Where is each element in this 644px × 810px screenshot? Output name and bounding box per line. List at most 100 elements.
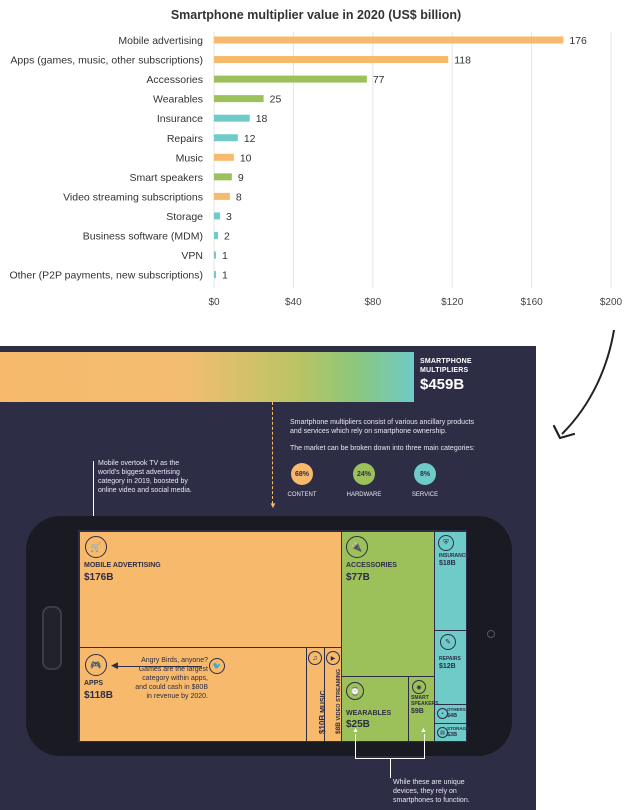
tile-repairs-label: REPAIRS — [439, 656, 461, 662]
storage-icon: ▤ — [437, 727, 448, 738]
note-games-arrow-head: ◀ — [111, 660, 118, 670]
bar — [214, 192, 230, 200]
header-total-box — [414, 352, 536, 402]
tile-storage-label: STORAGE — [447, 726, 470, 731]
value-label: 176 — [569, 35, 587, 47]
bar — [214, 56, 449, 64]
tile-others-label: OTHERS — [447, 707, 466, 712]
shopping-cart-icon: 🛒 — [85, 536, 107, 558]
bar — [214, 173, 232, 181]
tile-storage-value: $3B — [447, 732, 458, 738]
category-label: Apps (games, music, other subscriptions) — [10, 55, 203, 67]
tile-others-value: $4B — [447, 713, 458, 719]
note-games-line: in revenue by 2020. — [146, 693, 209, 700]
bar-chart: Smartphone multiplier value in 2020 (US$… — [9, 8, 623, 308]
watch-icon: ⌚ — [346, 682, 364, 700]
tile-apps-value: $118B — [84, 690, 113, 701]
bar — [214, 232, 218, 239]
shield-icon: ⛨ — [438, 535, 454, 551]
category-label: Business software (MDM) — [83, 231, 203, 243]
x-tick-label: $80 — [364, 297, 381, 308]
tile-wearables-label: WEARABLES — [346, 710, 392, 717]
x-tick-label: $120 — [441, 297, 464, 308]
note-devices-bracket — [355, 734, 425, 759]
content-share-label: CONTENT — [287, 492, 317, 498]
service-share-label: SERVICE — [411, 492, 439, 498]
tile-music — [307, 648, 324, 741]
category-label: Accessories — [146, 74, 203, 86]
tile-insurance-value: $18B — [439, 560, 456, 567]
category-label: Storage — [166, 211, 203, 223]
note-tv-line: online video and social media. — [98, 487, 192, 494]
tile-music-name: MUSIC — [320, 690, 327, 713]
category-label: Mobile advertising — [118, 35, 203, 47]
tile-apps — [80, 648, 306, 741]
tile-apps-label: APPS — [84, 680, 104, 687]
note-devices: While these are unique devices, they rel… — [393, 778, 470, 805]
note-tv-line: world's biggest advertising — [98, 469, 180, 476]
bar — [214, 153, 234, 161]
note-devices-line: smartphones to function. — [393, 797, 470, 804]
value-label: 8 — [236, 191, 242, 203]
tile-insurance-label: INSURANCE — [439, 553, 469, 559]
note-games-line: and could cash in $80B — [135, 684, 208, 691]
bar — [214, 134, 238, 142]
value-label: 10 — [240, 152, 252, 164]
others-icon: • — [437, 708, 448, 719]
value-label: 118 — [454, 55, 471, 67]
category-label: Wearables — [153, 94, 203, 106]
category-label: Repairs — [167, 133, 203, 145]
tile-mobile-advertising — [80, 532, 341, 647]
note-games-line: Games are the largest — [138, 666, 208, 673]
value-label: 1 — [222, 250, 228, 262]
note-devices-arrow-left: ▲ — [352, 727, 359, 734]
tile-smart-speakers-label-line1: SMART — [411, 695, 429, 701]
hardware-share-circle: 24% — [353, 463, 375, 485]
note-tv: Mobile overtook TV as the world's bigges… — [98, 459, 192, 495]
tile-smart-speakers-value: $9B — [411, 708, 424, 715]
bar — [214, 251, 216, 259]
note-games-line: category within apps, — [142, 675, 208, 682]
tile-repairs-value: $12B — [439, 663, 456, 670]
bar — [214, 114, 250, 122]
phone-cable-icon: 🔌 — [346, 536, 368, 558]
value-label: 25 — [270, 94, 282, 106]
header-title-line1: SMARTPHONE — [420, 358, 472, 365]
tile-mobile-advertising-value: $176B — [84, 572, 114, 583]
bar — [214, 271, 216, 279]
hardware-share-label: HARDWARE — [346, 492, 382, 498]
note-tv-line: category in 2019, boosted by — [98, 478, 188, 485]
service-share-pct: 8% — [419, 470, 431, 478]
x-tick-label: $40 — [285, 297, 302, 308]
categories-intro: The market can be broken down into three… — [290, 445, 475, 452]
value-label: 18 — [256, 113, 268, 125]
category-label: VPN — [181, 250, 203, 262]
note-games-line: Angry Birds, anyone? — [141, 657, 208, 664]
note-tv-line-marker — [93, 461, 94, 519]
tile-music-label: $10B MUSIC — [318, 690, 327, 734]
tile-smart-speakers-label-line2: SPEAKERS — [411, 701, 439, 707]
category-label: Smart speakers — [129, 172, 203, 184]
intro-line2: and services which rely on smartphone ow… — [290, 428, 447, 435]
play-icon: ▶ — [326, 651, 340, 665]
note-devices-line: While these are unique — [393, 779, 465, 786]
tile-wearables-value: $25B — [346, 719, 370, 730]
phone-side-button — [42, 606, 62, 670]
phone-camera — [487, 630, 495, 638]
tile-accessories-label: ACCESSORIES — [346, 562, 397, 569]
header-title-line2: MULTIPLIERS — [420, 367, 469, 374]
bar — [214, 36, 564, 44]
header-total: $459B — [420, 376, 465, 393]
note-devices-line: devices, they rely on — [393, 788, 457, 795]
connector-line — [272, 402, 274, 504]
music-note-icon: ♫ — [308, 651, 322, 665]
speaker-icon: ◉ — [412, 680, 426, 694]
tile-video-streaming-value: $8B — [335, 722, 342, 734]
x-tick-label: $200 — [600, 297, 623, 308]
header-band — [0, 352, 414, 402]
tile-video-streaming-label: $8B VIDEO STREAMING — [335, 669, 342, 734]
bar — [214, 212, 220, 220]
note-games: Angry Birds, anyone? Games are the large… — [128, 656, 208, 701]
tile-video-streaming-name: VIDEO STREAMING — [336, 668, 342, 721]
tile-mobile-advertising-label: MOBILE ADVERTISING — [84, 562, 161, 569]
